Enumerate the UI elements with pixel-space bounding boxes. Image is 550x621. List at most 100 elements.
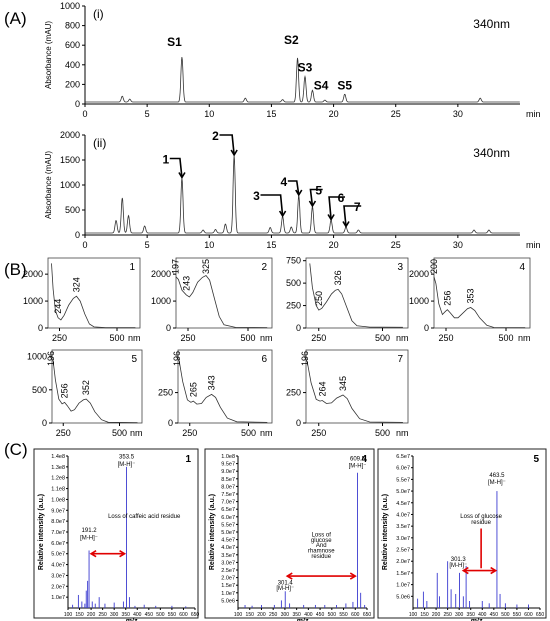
x-axis-label: m/z xyxy=(471,618,483,621)
compound-number: 1 xyxy=(185,454,191,465)
y-tick-label: 5.0e7 xyxy=(396,489,410,495)
spectrum-number: 3 xyxy=(397,262,403,273)
x-tick-label: 250 xyxy=(269,612,278,618)
y-tick-label: 3.5e7 xyxy=(396,524,410,530)
peak-label: S5 xyxy=(337,78,352,92)
peak-label: S4 xyxy=(314,78,329,92)
y-tick-label: 1.3e8 xyxy=(51,465,65,471)
x-tick-label: 250 xyxy=(180,333,195,343)
x-tick-label: 450 xyxy=(490,612,499,618)
y-tick-label: 2.0e7 xyxy=(51,584,65,590)
wavelength-peak-label: 326 xyxy=(333,270,343,285)
peak-label: 6 xyxy=(338,191,345,205)
x-axis-label: m/z xyxy=(297,618,309,621)
x-tick-label: 400 xyxy=(304,612,313,618)
y-tick-label: 500 xyxy=(65,205,80,215)
y-tick-label: 8.0e7 xyxy=(51,519,65,525)
ms-annotation: [M-H]⁻ xyxy=(118,462,136,468)
panel-label-a: (A) xyxy=(4,9,27,28)
x-tick-label: 250 xyxy=(443,612,452,618)
spectrum-number: 7 xyxy=(397,354,403,365)
x-tick-label: 5 xyxy=(145,240,150,250)
y-axis-label: Relative intensity (a.u.) xyxy=(38,494,45,570)
x-tick-label: 0 xyxy=(82,240,87,250)
x-unit: min xyxy=(526,109,541,119)
y-axis-label: Relative intensity (a.u.) xyxy=(209,494,216,570)
y-tick-label: 2.5e7 xyxy=(396,548,410,554)
spectrum-number: 6 xyxy=(261,354,267,365)
uv-frame xyxy=(175,257,273,329)
y-tick-label: 0 xyxy=(424,323,429,333)
x-tick-label: 300 xyxy=(455,612,464,618)
x-axis-label: m/z xyxy=(126,618,138,621)
spectrum-number: 4 xyxy=(519,262,525,273)
uv-frame xyxy=(305,257,409,329)
y-tick-label: 2.5e7 xyxy=(221,568,235,574)
uv-trace xyxy=(175,274,268,328)
y-tick-label: 400 xyxy=(65,60,80,70)
y-tick-label: 9.0e7 xyxy=(51,508,65,514)
y-tick-label: 4.0e7 xyxy=(221,545,235,551)
ms-annotation: [M-H]⁻ xyxy=(488,480,506,486)
uv-trace xyxy=(309,263,403,328)
x-tick-label: 500 xyxy=(498,333,513,343)
y-tick-label: 750 xyxy=(286,256,301,266)
y-tick-label: 1.2e8 xyxy=(51,476,65,482)
y-tick-label: 2000 xyxy=(60,130,80,140)
chromatogram-trace xyxy=(85,155,520,234)
peak-arrow xyxy=(169,157,183,178)
arrowhead xyxy=(308,200,317,208)
uv-trace xyxy=(51,263,136,329)
y-tick-label: 600 xyxy=(65,40,80,50)
x-tick-label: 500 xyxy=(375,428,390,438)
peak-label: S3 xyxy=(298,61,313,75)
peak-arrow xyxy=(287,180,300,196)
ms-frame xyxy=(204,448,375,619)
y-tick-label: 1000 xyxy=(27,352,47,362)
y-tick-label: 2.0e7 xyxy=(396,559,410,565)
uv-trace xyxy=(433,276,526,329)
compound-number: 4 xyxy=(361,454,367,465)
y-tick-label: 2000 xyxy=(23,269,43,279)
arrowhead xyxy=(178,172,186,180)
wavelength-label: 340nm xyxy=(473,17,510,31)
wavelength-peak-label: 353 xyxy=(466,289,476,304)
y-tick-label: 1.4e8 xyxy=(51,454,65,460)
uv-spectrum-7: 0 250 250 500 nm 7 196 264 345 xyxy=(286,349,409,438)
x-tick-label: 200 xyxy=(257,612,266,618)
y-tick-label: 1500 xyxy=(60,155,80,165)
mass-spectrum-5: 5.0e6 1.0e7 1.5e7 2.0e7 2.5e7 3.0e7 3.5e7 4.0e7… xyxy=(377,448,547,621)
x-tick-label: 500 xyxy=(501,612,510,618)
subpanel-label: (i) xyxy=(93,7,104,21)
y-tick-label: 2000 xyxy=(409,269,429,279)
x-tick-label: 250 xyxy=(98,612,107,618)
y-tick-label: 250 xyxy=(286,301,301,311)
x-tick-label: 250 xyxy=(56,428,71,438)
wavelength-peak-label: 250 xyxy=(314,291,324,306)
y-tick-label: 8.0e7 xyxy=(221,484,235,490)
x-tick-label: 0 xyxy=(82,109,87,119)
wavelength-peak-label: 352 xyxy=(81,380,91,395)
y-tick-label: 1.0e7 xyxy=(51,595,65,601)
ms-annotation: [M-H]⁻ xyxy=(80,536,98,542)
loss-arrowhead-left xyxy=(461,566,469,575)
arrowhead xyxy=(278,210,287,218)
y-tick-label: 1.0e7 xyxy=(221,591,235,597)
ms-annotation: 191.2 xyxy=(82,528,98,534)
x-tick-label: 600 xyxy=(351,612,360,618)
x-tick-label: 150 xyxy=(420,612,429,618)
x-tick-label: 200 xyxy=(87,612,96,618)
x-tick-label: 15 xyxy=(266,240,276,250)
y-tick-label: 9.0e7 xyxy=(221,469,235,475)
ms-annotation: 609.5 xyxy=(350,457,366,463)
y-tick-label: 0 xyxy=(75,230,80,240)
y-axis-label: Absorbance (mAU) xyxy=(44,21,53,89)
loss-arrowhead-right xyxy=(349,572,357,580)
x-tick-label: 550 xyxy=(168,612,177,618)
x-unit: nm xyxy=(518,333,531,343)
uv-frame xyxy=(305,349,409,424)
y-tick-label: 3.0e7 xyxy=(221,560,235,566)
y-tick-label: 9.5e7 xyxy=(221,462,235,468)
x-tick-label: 500 xyxy=(109,333,124,343)
